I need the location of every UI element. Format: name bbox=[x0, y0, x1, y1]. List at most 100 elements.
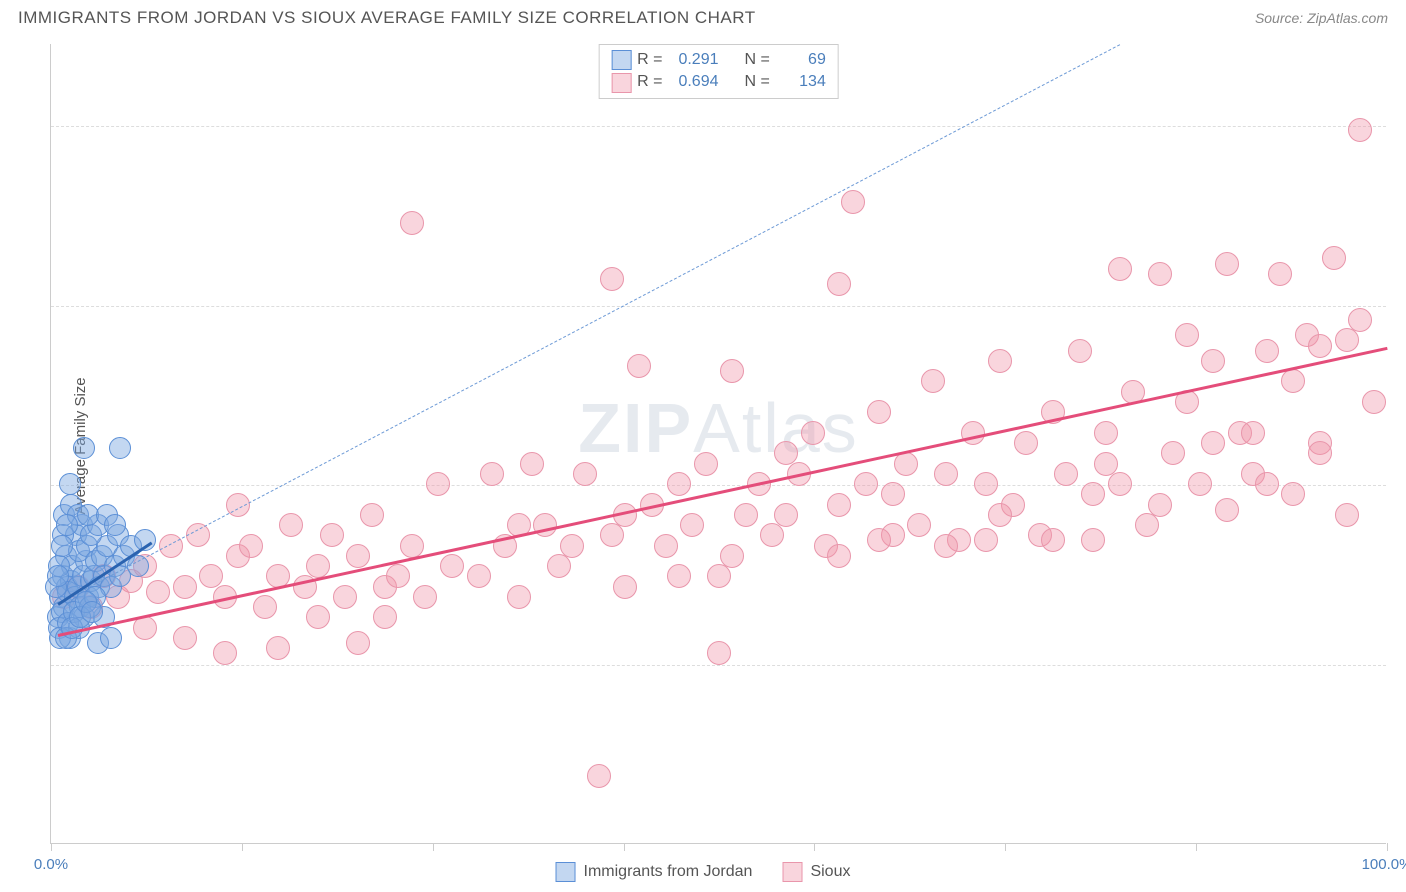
data-point-sioux bbox=[1362, 390, 1386, 414]
data-point-sioux bbox=[1308, 334, 1332, 358]
data-point-sioux bbox=[186, 523, 210, 547]
data-point-sioux bbox=[654, 534, 678, 558]
x-tick bbox=[1196, 843, 1197, 851]
data-point-sioux bbox=[373, 605, 397, 629]
data-point-sioux bbox=[734, 503, 758, 527]
data-point-sioux bbox=[467, 564, 491, 588]
data-point-sioux bbox=[400, 211, 424, 235]
data-point-jordan bbox=[73, 437, 95, 459]
data-point-sioux bbox=[213, 641, 237, 665]
legend-n-value: 69 bbox=[776, 49, 826, 71]
data-point-sioux bbox=[1041, 528, 1065, 552]
data-point-sioux bbox=[1255, 472, 1279, 496]
legend-n-label: N = bbox=[745, 71, 770, 93]
legend-r-label: R = bbox=[637, 71, 662, 93]
data-point-sioux bbox=[333, 585, 357, 609]
data-point-sioux bbox=[694, 452, 718, 476]
data-point-sioux bbox=[360, 503, 384, 527]
data-point-sioux bbox=[507, 585, 531, 609]
legend-r-value: 0.694 bbox=[669, 71, 719, 93]
data-point-sioux bbox=[386, 564, 410, 588]
data-point-sioux bbox=[774, 503, 798, 527]
data-point-sioux bbox=[1281, 369, 1305, 393]
data-point-sioux bbox=[1281, 482, 1305, 506]
data-point-sioux bbox=[1348, 308, 1372, 332]
data-point-sioux bbox=[573, 462, 597, 486]
x-tick bbox=[242, 843, 243, 851]
chart-title: IMMIGRANTS FROM JORDAN VS SIOUX AVERAGE … bbox=[18, 8, 756, 28]
data-point-jordan bbox=[59, 473, 81, 495]
data-point-sioux bbox=[801, 421, 825, 445]
data-point-sioux bbox=[560, 534, 584, 558]
legend-label: Sioux bbox=[810, 863, 850, 881]
data-point-sioux bbox=[547, 554, 571, 578]
chart-source: Source: ZipAtlas.com bbox=[1255, 10, 1388, 26]
legend-n-value: 134 bbox=[776, 71, 826, 93]
data-point-sioux bbox=[1308, 441, 1332, 465]
data-point-sioux bbox=[1188, 472, 1212, 496]
y-tick-label: 8.00 bbox=[1394, 118, 1406, 135]
data-point-jordan bbox=[100, 627, 122, 649]
data-point-sioux bbox=[1054, 462, 1078, 486]
data-point-sioux bbox=[1108, 472, 1132, 496]
data-point-sioux bbox=[173, 626, 197, 650]
data-point-sioux bbox=[1201, 349, 1225, 373]
legend-swatch bbox=[782, 862, 802, 882]
data-point-sioux bbox=[1135, 513, 1159, 537]
data-point-sioux bbox=[1255, 339, 1279, 363]
data-point-sioux bbox=[707, 641, 731, 665]
data-point-sioux bbox=[827, 544, 851, 568]
legend-n-label: N = bbox=[745, 49, 770, 71]
data-point-jordan bbox=[51, 535, 73, 557]
data-point-jordan bbox=[104, 514, 126, 536]
data-point-sioux bbox=[1094, 421, 1118, 445]
data-point-sioux bbox=[159, 534, 183, 558]
data-point-sioux bbox=[827, 493, 851, 517]
x-tick-label: 0.0% bbox=[34, 856, 68, 873]
data-point-jordan bbox=[81, 601, 103, 623]
data-point-sioux bbox=[1161, 441, 1185, 465]
legend-r-value: 0.291 bbox=[669, 49, 719, 71]
legend-item: Immigrants from Jordan bbox=[556, 862, 753, 882]
y-tick-label: 6.25 bbox=[1394, 297, 1406, 314]
legend-inset: R = 0.291 N = 69 R = 0.694 N = 134 bbox=[598, 44, 839, 99]
legend-item: Sioux bbox=[782, 862, 850, 882]
data-point-sioux bbox=[988, 349, 1012, 373]
data-point-sioux bbox=[426, 472, 450, 496]
data-point-sioux bbox=[1175, 323, 1199, 347]
data-point-jordan bbox=[109, 437, 131, 459]
data-point-sioux bbox=[587, 764, 611, 788]
data-point-sioux bbox=[600, 523, 624, 547]
data-point-sioux bbox=[881, 482, 905, 506]
gridline bbox=[51, 126, 1386, 127]
data-point-sioux bbox=[346, 544, 370, 568]
data-point-sioux bbox=[720, 544, 744, 568]
data-point-sioux bbox=[1081, 528, 1105, 552]
legend-r-label: R = bbox=[637, 49, 662, 71]
data-point-sioux bbox=[934, 462, 958, 486]
data-point-sioux bbox=[867, 528, 891, 552]
legend-swatch bbox=[556, 862, 576, 882]
data-point-sioux bbox=[988, 503, 1012, 527]
scatter-chart: ZIPAtlas R =0.291N =69R =0.694N =134 2.7… bbox=[50, 44, 1386, 844]
data-point-sioux bbox=[707, 564, 731, 588]
data-point-sioux bbox=[974, 528, 998, 552]
y-tick-label: 4.50 bbox=[1394, 477, 1406, 494]
data-point-sioux bbox=[1201, 431, 1225, 455]
data-point-sioux bbox=[1068, 339, 1092, 363]
data-point-sioux bbox=[827, 272, 851, 296]
data-point-sioux bbox=[440, 554, 464, 578]
data-point-sioux bbox=[1335, 503, 1359, 527]
x-tick bbox=[51, 843, 52, 851]
data-point-sioux bbox=[974, 472, 998, 496]
data-point-jordan bbox=[56, 514, 78, 536]
gridline bbox=[51, 306, 1386, 307]
data-point-sioux bbox=[279, 513, 303, 537]
data-point-sioux bbox=[1014, 431, 1038, 455]
data-point-sioux bbox=[854, 472, 878, 496]
legend-label: Immigrants from Jordan bbox=[584, 863, 753, 881]
chart-header: IMMIGRANTS FROM JORDAN VS SIOUX AVERAGE … bbox=[0, 0, 1406, 32]
legend-swatch bbox=[611, 73, 631, 93]
data-point-sioux bbox=[520, 452, 544, 476]
data-point-sioux bbox=[266, 636, 290, 660]
